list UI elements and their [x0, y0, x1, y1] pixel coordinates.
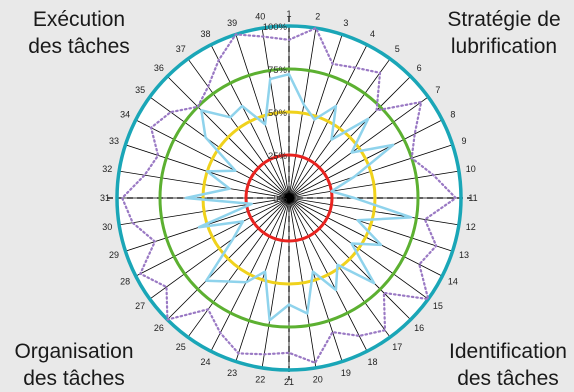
axis-label: 10: [466, 164, 476, 174]
axis-label: 17: [392, 342, 402, 352]
axis-label: 3: [343, 18, 348, 28]
axis-label: 26: [154, 323, 164, 333]
radial-tick-label: 50%: [268, 108, 288, 119]
axis-label: 1: [286, 9, 291, 19]
axis-label: 27: [135, 301, 145, 311]
axis-label: 36: [154, 63, 164, 73]
axis-label: 19: [341, 368, 351, 378]
radial-tick-label: 25%: [268, 151, 288, 162]
axis-label: 38: [200, 29, 210, 39]
axis-label: 33: [109, 136, 119, 146]
axis-label: 23: [227, 368, 237, 378]
axis-label: 29: [109, 250, 119, 260]
axis-label: 12: [466, 222, 476, 232]
axis-label: 16: [414, 323, 424, 333]
radial-tick-label: 75%: [268, 65, 288, 76]
axis-label: 34: [120, 110, 130, 120]
axis-label: 30: [102, 222, 112, 232]
axis-label: 11: [468, 193, 477, 203]
axis-label: 4: [370, 29, 375, 39]
axis-label: 40: [255, 11, 265, 21]
axis-label: 31: [100, 193, 110, 203]
axis-label: 13: [459, 250, 469, 260]
axis-label: 39: [227, 18, 237, 28]
axis-label: 21: [284, 377, 294, 387]
radial-tick-label: 100%: [263, 22, 288, 33]
axis-label: 32: [102, 164, 112, 174]
axis-label: 37: [176, 44, 186, 54]
axis-label: 24: [200, 357, 210, 367]
axis-label: 22: [255, 375, 265, 385]
axis-label: 14: [448, 277, 458, 287]
axis-label: 35: [135, 85, 145, 95]
radial-tick-label: 0%: [273, 194, 287, 205]
axis-label: 25: [176, 342, 186, 352]
axis-label: 7: [435, 85, 440, 95]
axis-label: 15: [433, 301, 443, 311]
axis-label: 18: [367, 357, 377, 367]
axis-label: 20: [313, 375, 323, 385]
axis-label: 5: [395, 44, 400, 54]
axis-label: 6: [417, 63, 422, 73]
axis-label: 9: [461, 136, 466, 146]
axis-label: 2: [315, 11, 320, 21]
axis-label: 28: [120, 277, 130, 287]
axis-label: 8: [450, 110, 455, 120]
